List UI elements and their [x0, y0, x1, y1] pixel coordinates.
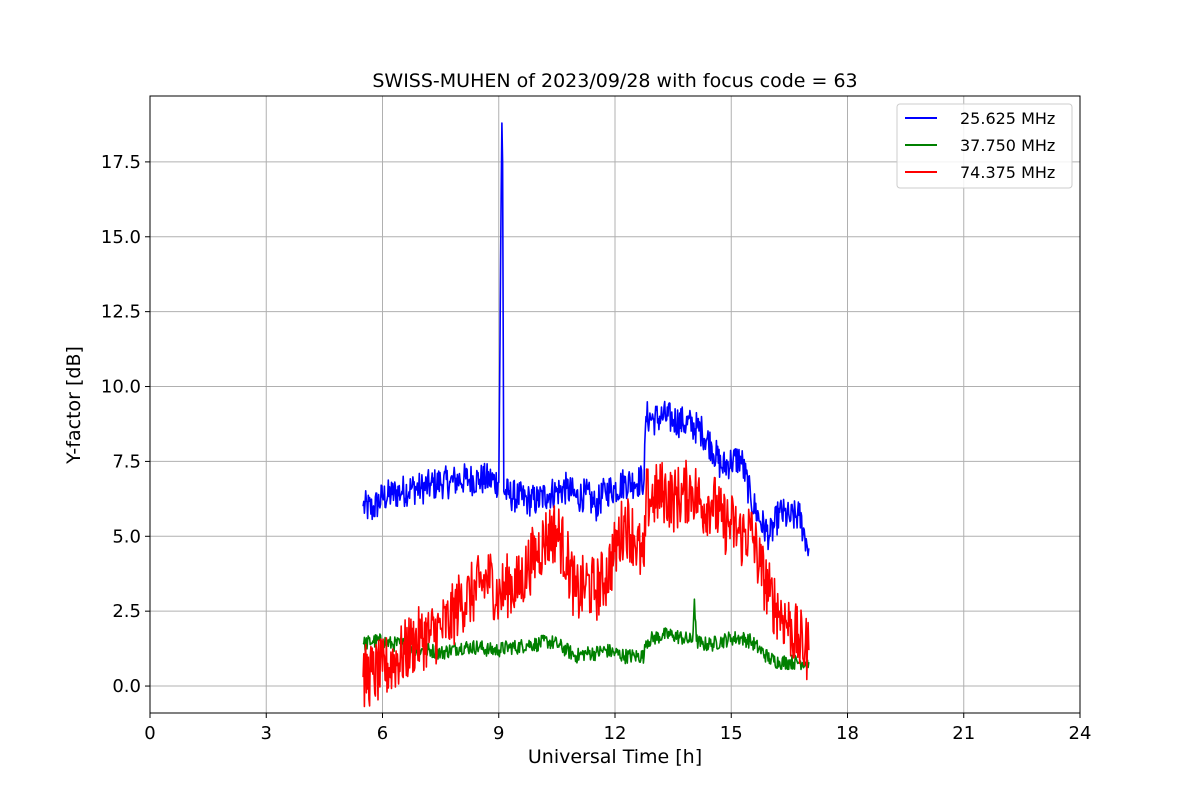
legend-label: 25.625 MHz — [960, 109, 1055, 128]
x-tick-label: 18 — [836, 723, 859, 744]
x-tick-label: 0 — [144, 723, 155, 744]
x-tick-label: 15 — [720, 723, 743, 744]
x-tick-label: 3 — [261, 723, 272, 744]
y-tick-label: 0.0 — [112, 676, 141, 697]
y-tick-label: 12.5 — [101, 302, 141, 323]
chart-title: SWISS-MUHEN of 2023/09/28 with focus cod… — [372, 70, 857, 92]
series-line-1 — [362, 122, 810, 557]
y-tick-label: 5.0 — [112, 526, 141, 547]
ticks: 0 3 6 9 12 15 18 21 24 0.0 2.5 5.0 7.5 10.0 12.5 15.0 17… — [101, 152, 1092, 744]
series-line-3 — [362, 459, 810, 708]
legend: 25.625 MHz 37.750 MHz 74.375 MHz — [896, 103, 1073, 189]
y-tick-label: 7.5 — [112, 451, 141, 472]
y-tick-label: 17.5 — [101, 152, 141, 173]
legend-label: 74.375 MHz — [960, 163, 1055, 182]
y-tick-label: 15.0 — [101, 227, 141, 248]
x-tick-label: 21 — [952, 723, 975, 744]
y-axis-label: Y-factor [dB] — [63, 346, 85, 465]
x-tick-label: 9 — [493, 723, 504, 744]
x-tick-label: 12 — [604, 723, 627, 744]
x-tick-label: 24 — [1069, 723, 1092, 744]
series-lines — [362, 122, 810, 708]
legend-box — [896, 103, 1073, 189]
y-tick-label: 2.5 — [112, 601, 141, 622]
legend-label: 37.750 MHz — [960, 136, 1055, 155]
x-tick-label: 6 — [377, 723, 388, 744]
y-tick-label: 10.0 — [101, 377, 141, 398]
x-axis-label: Universal Time [h] — [528, 746, 702, 768]
